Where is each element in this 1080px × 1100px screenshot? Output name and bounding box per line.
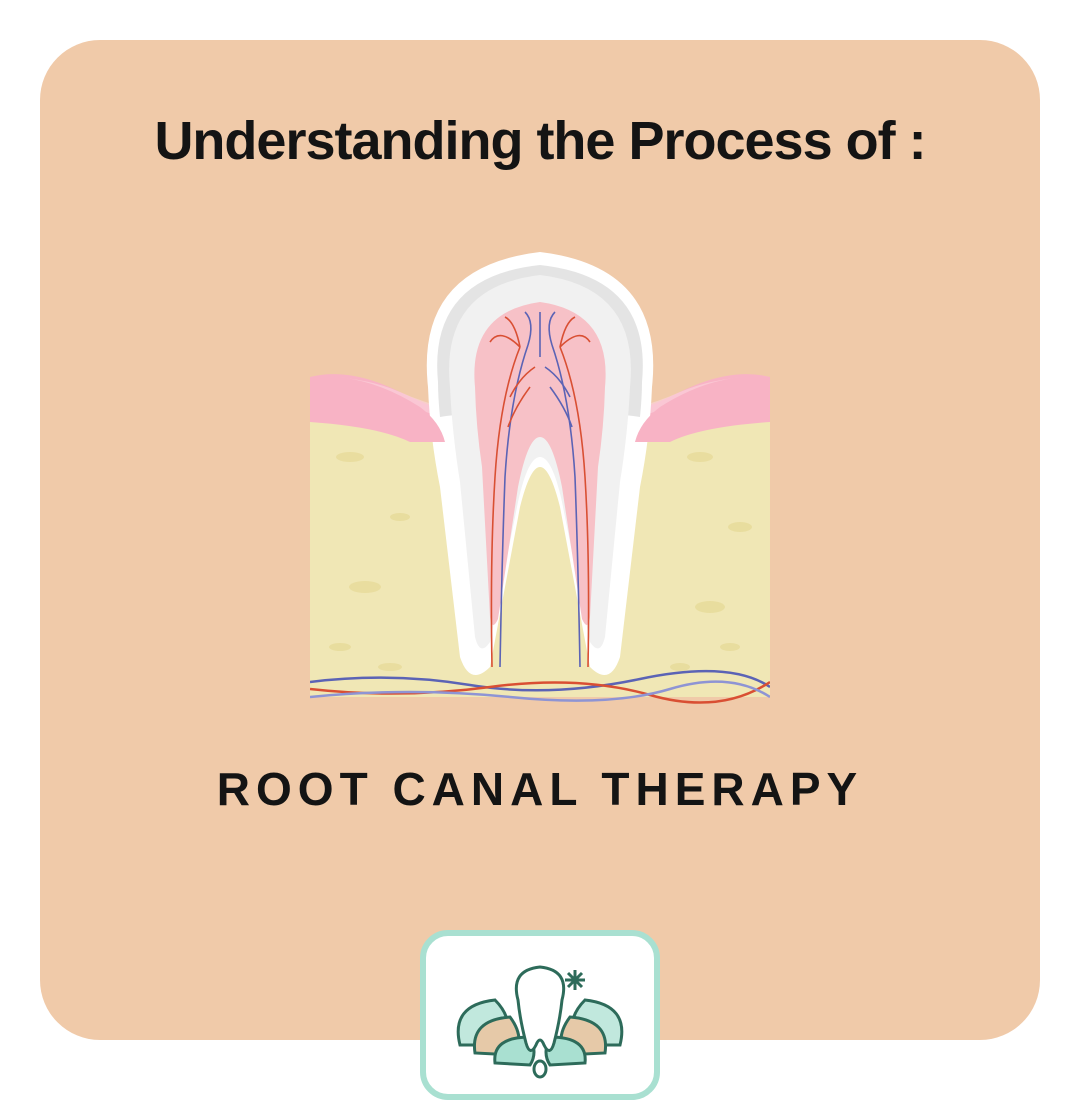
info-card: Understanding the Process of :	[40, 40, 1040, 1040]
page-title: Understanding the Process of :	[154, 110, 925, 172]
tooth-cross-section-diagram	[310, 227, 770, 707]
lotus-tooth-logo-icon	[440, 945, 640, 1085]
subtitle: ROOT CANAL THERAPY	[217, 762, 863, 816]
brand-logo-badge	[420, 930, 660, 1100]
tooth-diagram-svg	[310, 227, 770, 707]
